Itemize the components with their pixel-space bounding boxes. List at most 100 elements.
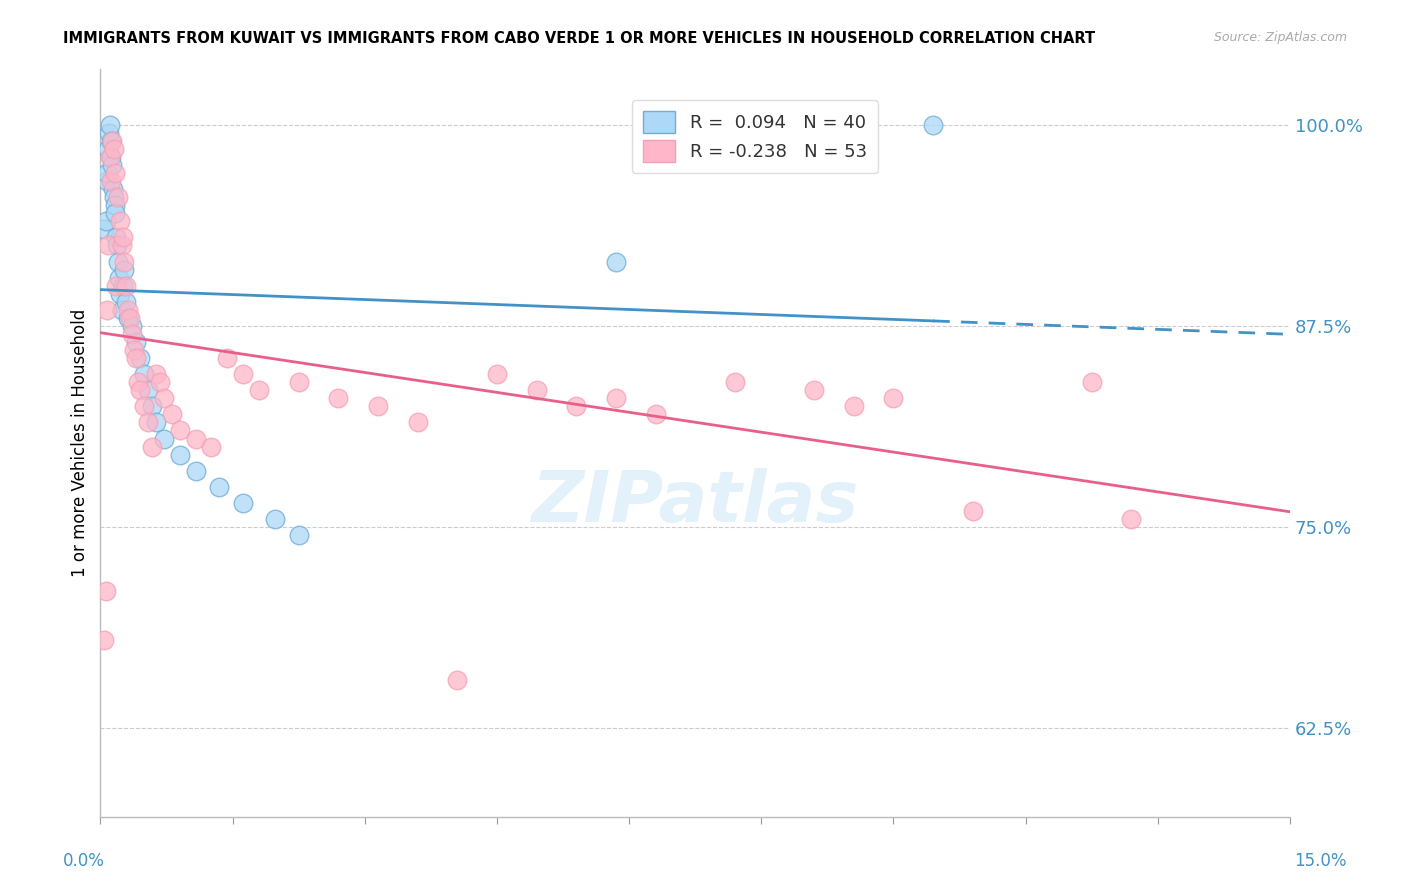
- Point: [184, 432, 207, 446]
- Point: [96, 174, 118, 188]
- Point: [94, 214, 117, 228]
- Point: [605, 254, 627, 268]
- Point: [104, 198, 127, 212]
- Point: [112, 262, 135, 277]
- Point: [1121, 512, 1143, 526]
- Point: [145, 367, 167, 381]
- Point: [104, 206, 127, 220]
- Point: [842, 400, 865, 414]
- Point: [125, 351, 148, 365]
- Point: [328, 392, 350, 406]
- Point: [287, 375, 309, 389]
- Point: [117, 302, 139, 317]
- Point: [485, 367, 508, 381]
- Point: [526, 383, 548, 397]
- Point: [120, 310, 142, 325]
- Point: [153, 392, 176, 406]
- Point: [105, 230, 128, 244]
- Point: [129, 383, 152, 397]
- Text: 15.0%: 15.0%: [1295, 852, 1347, 870]
- Y-axis label: 1 or more Vehicles in Household: 1 or more Vehicles in Household: [72, 309, 89, 576]
- Point: [406, 416, 429, 430]
- Point: [97, 238, 120, 252]
- Point: [141, 440, 163, 454]
- Point: [101, 182, 124, 196]
- Point: [93, 222, 115, 236]
- Point: [112, 254, 135, 268]
- Point: [208, 480, 231, 494]
- Point: [129, 351, 152, 365]
- Point: [103, 190, 125, 204]
- Point: [114, 278, 136, 293]
- Point: [141, 400, 163, 414]
- Point: [107, 190, 129, 204]
- Point: [105, 278, 128, 293]
- Point: [169, 448, 191, 462]
- Point: [145, 416, 167, 430]
- Point: [104, 166, 127, 180]
- Point: [217, 351, 239, 365]
- Point: [100, 150, 122, 164]
- Point: [94, 584, 117, 599]
- Text: IMMIGRANTS FROM KUWAIT VS IMMIGRANTS FROM CABO VERDE 1 OR MORE VEHICLES IN HOUSE: IMMIGRANTS FROM KUWAIT VS IMMIGRANTS FRO…: [63, 31, 1095, 46]
- Point: [803, 383, 825, 397]
- Text: Source: ZipAtlas.com: Source: ZipAtlas.com: [1213, 31, 1347, 45]
- Point: [98, 126, 121, 140]
- Point: [98, 150, 121, 164]
- Point: [232, 496, 254, 510]
- Point: [232, 367, 254, 381]
- Text: 0.0%: 0.0%: [63, 852, 105, 870]
- Point: [108, 286, 131, 301]
- Point: [882, 392, 904, 406]
- Point: [565, 400, 588, 414]
- Point: [114, 294, 136, 309]
- Point: [247, 383, 270, 397]
- Point: [103, 142, 125, 156]
- Point: [127, 375, 149, 389]
- Point: [111, 302, 134, 317]
- Point: [111, 230, 134, 244]
- Point: [105, 238, 128, 252]
- Point: [263, 512, 285, 526]
- Point: [122, 343, 145, 357]
- Point: [96, 302, 118, 317]
- Point: [98, 118, 121, 132]
- Legend: R =  0.094   N = 40, R = -0.238   N = 53: R = 0.094 N = 40, R = -0.238 N = 53: [631, 100, 877, 173]
- Point: [97, 142, 120, 156]
- Point: [136, 416, 159, 430]
- Point: [446, 673, 468, 687]
- Point: [962, 504, 984, 518]
- Point: [644, 408, 666, 422]
- Point: [107, 254, 129, 268]
- Point: [125, 334, 148, 349]
- Point: [287, 528, 309, 542]
- Point: [121, 326, 143, 341]
- Point: [121, 318, 143, 333]
- Point: [605, 392, 627, 406]
- Point: [117, 310, 139, 325]
- Point: [132, 400, 155, 414]
- Point: [149, 375, 172, 389]
- Text: ZIPatlas: ZIPatlas: [531, 468, 859, 537]
- Point: [111, 238, 134, 252]
- Point: [184, 464, 207, 478]
- Point: [101, 134, 124, 148]
- Point: [160, 408, 183, 422]
- Point: [200, 440, 222, 454]
- Point: [93, 632, 115, 647]
- Point: [169, 424, 191, 438]
- Point: [153, 432, 176, 446]
- Point: [367, 400, 389, 414]
- Point: [108, 214, 131, 228]
- Point: [107, 270, 129, 285]
- Point: [100, 134, 122, 148]
- Point: [100, 174, 122, 188]
- Point: [101, 158, 124, 172]
- Point: [132, 367, 155, 381]
- Point: [111, 278, 134, 293]
- Point: [922, 118, 945, 132]
- Point: [724, 375, 747, 389]
- Point: [136, 383, 159, 397]
- Point: [96, 166, 118, 180]
- Point: [1080, 375, 1102, 389]
